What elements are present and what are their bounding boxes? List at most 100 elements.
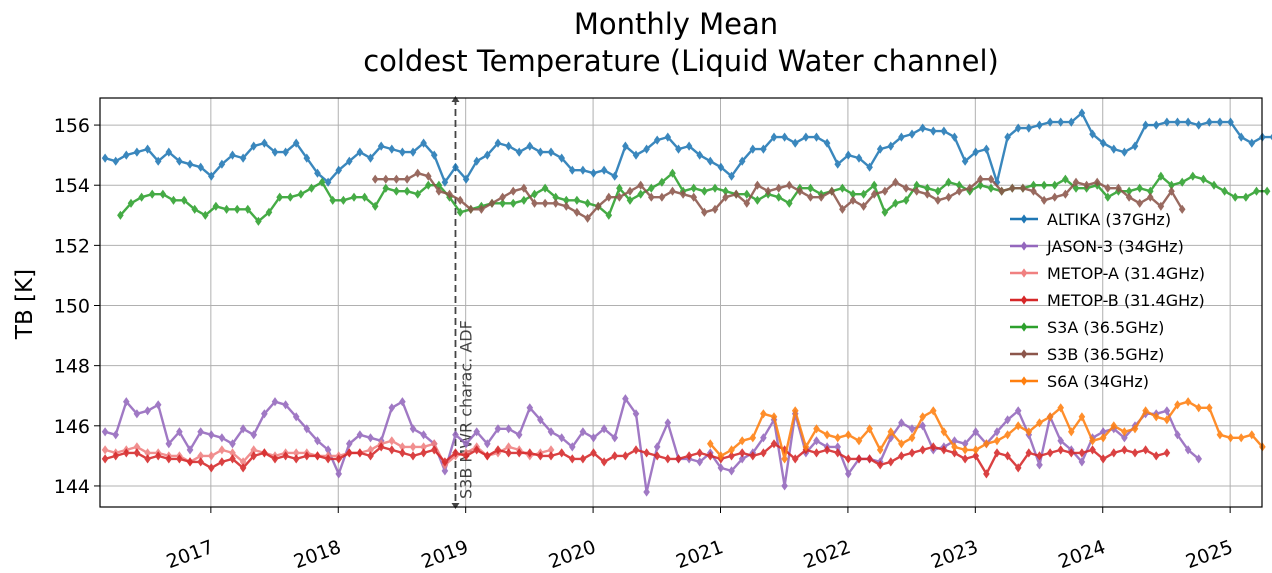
data-point-s3a xyxy=(637,189,644,199)
data-point-metop-b xyxy=(452,448,459,458)
data-point-jason-3 xyxy=(165,439,173,449)
data-point-s3a xyxy=(913,180,920,190)
data-point-metop-b xyxy=(282,451,289,461)
data-point-s3a xyxy=(892,198,899,208)
data-point-altika xyxy=(749,144,757,154)
legend-label: METOP-A (31.4GHz) xyxy=(1047,264,1205,283)
data-point-altika xyxy=(1025,123,1033,133)
data-point-s3a xyxy=(297,189,305,199)
data-point-metop-b xyxy=(898,451,905,461)
data-point-s6a xyxy=(993,436,1001,446)
data-point-s6a xyxy=(823,430,831,440)
data-point-s3b xyxy=(414,168,421,178)
data-point-metop-b xyxy=(876,460,884,470)
data-point-metop-b xyxy=(462,451,470,461)
data-point-metop-b xyxy=(558,448,565,458)
data-point-s3a xyxy=(265,207,273,217)
data-point-s3b xyxy=(541,198,549,208)
data-point-metop-b xyxy=(356,448,364,458)
data-point-metop-b xyxy=(993,448,1001,458)
data-point-metop-b xyxy=(1121,445,1128,455)
data-point-metop-b xyxy=(643,448,650,458)
data-point-altika xyxy=(707,156,714,166)
data-point-altika xyxy=(685,141,693,151)
data-point-s3a xyxy=(180,195,188,205)
data-point-altika xyxy=(940,126,948,136)
data-point-altika xyxy=(1068,117,1075,127)
data-point-altika xyxy=(887,141,895,151)
data-point-s3b xyxy=(594,201,602,211)
data-point-s3b xyxy=(945,192,952,202)
data-point-s6a xyxy=(1184,397,1192,407)
data-point-altika xyxy=(919,123,926,133)
legend-item-s6a: S6A (34GHz) xyxy=(1010,372,1149,391)
data-point-metop-b xyxy=(346,448,353,458)
data-point-jason-3 xyxy=(696,457,703,467)
data-point-jason-3 xyxy=(1163,406,1171,416)
data-point-metop-b xyxy=(569,454,576,464)
data-point-s6a xyxy=(940,427,948,437)
data-point-s6a xyxy=(781,454,788,464)
data-point-s3b xyxy=(616,192,623,202)
data-point-s6a xyxy=(1152,412,1160,422)
data-point-s6a xyxy=(845,430,852,440)
data-point-metop-b xyxy=(1131,448,1139,458)
data-point-s3b xyxy=(998,186,1005,196)
data-point-s3b xyxy=(1125,192,1133,202)
data-point-metop-b xyxy=(473,445,480,455)
data-point-metop-b xyxy=(972,451,980,461)
data-point-altika xyxy=(696,150,703,160)
data-point-altika xyxy=(664,132,672,142)
data-point-s3b xyxy=(711,204,719,214)
data-point-s6a xyxy=(1036,418,1043,428)
data-point-altika xyxy=(1142,120,1149,130)
data-point-metop-b xyxy=(154,451,162,461)
data-point-s6a xyxy=(1163,415,1171,425)
data-point-altika xyxy=(282,147,289,157)
data-point-s3a xyxy=(1200,174,1207,184)
data-point-metop-b xyxy=(420,448,427,458)
data-point-s3b xyxy=(499,192,506,202)
data-point-s6a xyxy=(1237,433,1245,443)
data-point-altika xyxy=(1131,141,1139,151)
data-point-jason-3 xyxy=(144,406,151,416)
data-point-altika xyxy=(823,138,831,148)
legend-marker xyxy=(1020,376,1028,386)
data-point-altika xyxy=(1206,117,1213,127)
data-point-s6a xyxy=(1174,400,1181,410)
data-point-s3a xyxy=(1263,186,1271,196)
data-point-jason-3 xyxy=(399,397,406,407)
data-point-altika xyxy=(728,171,735,181)
data-point-s3a xyxy=(1231,192,1239,202)
data-point-s3a xyxy=(977,180,984,190)
data-point-s3a xyxy=(393,186,400,196)
data-point-s3b xyxy=(478,204,485,214)
data-point-s3a xyxy=(361,192,368,202)
data-point-s3a xyxy=(711,183,719,193)
data-point-metop-b xyxy=(823,445,831,455)
data-point-s3a xyxy=(786,198,793,208)
data-point-altika xyxy=(993,177,1001,187)
data-point-metop-b xyxy=(707,451,714,461)
x-tick-label: 2020 xyxy=(546,536,599,573)
data-point-s3a xyxy=(276,192,283,202)
data-point-s3a xyxy=(531,189,538,199)
data-point-altika xyxy=(760,144,767,154)
series-s3b xyxy=(371,168,1186,223)
data-point-s3a xyxy=(924,183,931,193)
data-point-jason-3 xyxy=(579,427,587,437)
data-point-metop-b xyxy=(579,454,587,464)
data-point-metop-b xyxy=(600,457,608,467)
data-point-altika xyxy=(505,141,512,151)
data-point-s3b xyxy=(1157,201,1165,211)
data-point-s3a xyxy=(340,195,347,205)
data-point-jason-3 xyxy=(515,430,523,440)
data-point-altika xyxy=(377,141,385,151)
data-point-altika xyxy=(473,156,480,166)
legend-marker xyxy=(1020,322,1028,332)
data-point-s3a xyxy=(690,183,698,193)
data-point-s3b xyxy=(892,177,899,187)
data-point-jason-3 xyxy=(1078,457,1086,467)
data-point-metop-a xyxy=(250,445,258,455)
legend-item-altika: ALTIKA (37GHz) xyxy=(1010,210,1171,229)
